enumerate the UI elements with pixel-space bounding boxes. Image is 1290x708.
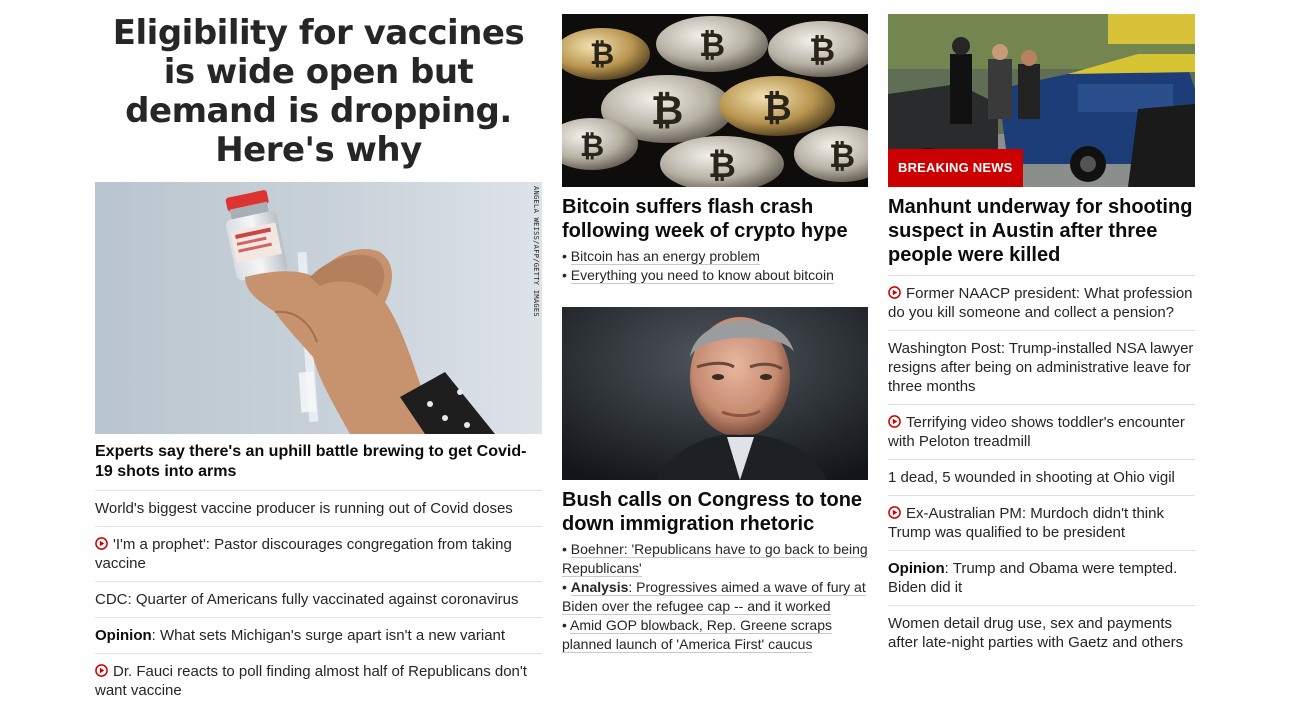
list-item[interactable]: Ex-Australian PM: Murdoch didn't think T… bbox=[888, 495, 1195, 550]
list-item[interactable]: Women detail drug use, sex and payments … bbox=[888, 605, 1195, 660]
lead-headline[interactable]: Eligibility for vaccines is wide open bu… bbox=[112, 13, 525, 170]
related-link[interactable]: • Boehner: 'Republicans have to go back … bbox=[562, 541, 868, 577]
bitcoin-photo: ₿ ₿ ₿ ₿ ₿ ₿ ₿ ₿ bbox=[562, 14, 868, 187]
bush-image[interactable] bbox=[562, 307, 868, 480]
bush-related-links: • Boehner: 'Republicans have to go back … bbox=[562, 540, 868, 654]
right-story-list: Former NAACP president: What profession … bbox=[888, 275, 1195, 660]
list-item[interactable]: CDC: Quarter of Americans fully vaccinat… bbox=[95, 581, 542, 617]
bitcoin-headline[interactable]: Bitcoin suffers flash crash following we… bbox=[562, 196, 848, 242]
list-item[interactable]: Opinion: Trump and Obama were tempted. B… bbox=[888, 550, 1195, 605]
list-item[interactable]: Former NAACP president: What profession … bbox=[888, 275, 1195, 330]
austin-image[interactable]: BREAKING NEWS bbox=[888, 14, 1195, 187]
video-play-icon bbox=[95, 537, 108, 550]
related-link[interactable]: • Analysis: Progressives aimed a wave of… bbox=[562, 579, 866, 615]
video-play-icon bbox=[888, 286, 901, 299]
list-item[interactable]: Washington Post: Trump-installed NSA law… bbox=[888, 330, 1195, 404]
austin-headline[interactable]: Manhunt underway for shooting suspect in… bbox=[888, 196, 1193, 266]
related-link[interactable]: • Amid GOP blowback, Rep. Greene scraps … bbox=[562, 617, 832, 653]
video-play-icon bbox=[888, 506, 901, 519]
middle-column: ₿ ₿ ₿ ₿ ₿ ₿ ₿ ₿ Bitcoin suffers flash cr… bbox=[562, 14, 868, 654]
lead-subheadline[interactable]: Experts say there's an uphill battle bre… bbox=[95, 443, 527, 480]
video-play-icon bbox=[95, 664, 108, 677]
svg-text:₿: ₿ bbox=[590, 37, 614, 72]
svg-text:₿: ₿ bbox=[651, 88, 684, 134]
image-credit: ANGELA WEISS/AFP/GETTY IMAGES bbox=[532, 186, 540, 317]
svg-text:₿: ₿ bbox=[708, 146, 736, 186]
list-item[interactable]: Dr. Fauci reacts to poll finding almost … bbox=[95, 653, 542, 708]
bush-photo bbox=[562, 307, 868, 480]
video-play-icon bbox=[888, 415, 901, 428]
bush-headline[interactable]: Bush calls on Congress to tone down immi… bbox=[562, 489, 863, 535]
list-item[interactable]: 1 dead, 5 wounded in shooting at Ohio vi… bbox=[888, 459, 1195, 495]
svg-text:₿: ₿ bbox=[762, 88, 791, 129]
svg-text:₿: ₿ bbox=[699, 26, 725, 64]
svg-text:₿: ₿ bbox=[809, 31, 835, 69]
right-column: BREAKING NEWS Manhunt underway for shoot… bbox=[888, 14, 1195, 660]
lead-story-list: World's biggest vaccine producer is runn… bbox=[95, 490, 542, 708]
related-link[interactable]: • Bitcoin has an energy problem bbox=[562, 248, 760, 265]
svg-text:₿: ₿ bbox=[829, 137, 855, 175]
list-item[interactable]: Terrifying video shows toddler's encount… bbox=[888, 404, 1195, 459]
list-item[interactable]: World's biggest vaccine producer is runn… bbox=[95, 490, 542, 526]
related-link[interactable]: • Everything you need to know about bitc… bbox=[562, 267, 834, 284]
vaccine-photo bbox=[95, 182, 542, 434]
opinion-label: Opinion bbox=[95, 627, 152, 644]
analysis-label: Analysis bbox=[570, 579, 629, 595]
breaking-news-badge: BREAKING NEWS bbox=[888, 149, 1023, 187]
bitcoin-related-links: • Bitcoin has an energy problem • Everyt… bbox=[562, 247, 868, 285]
vaccine-image[interactable]: ANGELA WEISS/AFP/GETTY IMAGES bbox=[95, 182, 542, 434]
opinion-label: Opinion bbox=[888, 560, 945, 577]
list-item[interactable]: Opinion: What sets Michigan's surge apar… bbox=[95, 617, 542, 653]
svg-text:₿: ₿ bbox=[580, 129, 604, 164]
lead-story-column: Eligibility for vaccines is wide open bu… bbox=[95, 14, 542, 708]
list-item[interactable]: 'I'm a prophet': Pastor discourages cong… bbox=[95, 526, 542, 581]
bitcoin-image[interactable]: ₿ ₿ ₿ ₿ ₿ ₿ ₿ ₿ bbox=[562, 14, 868, 187]
